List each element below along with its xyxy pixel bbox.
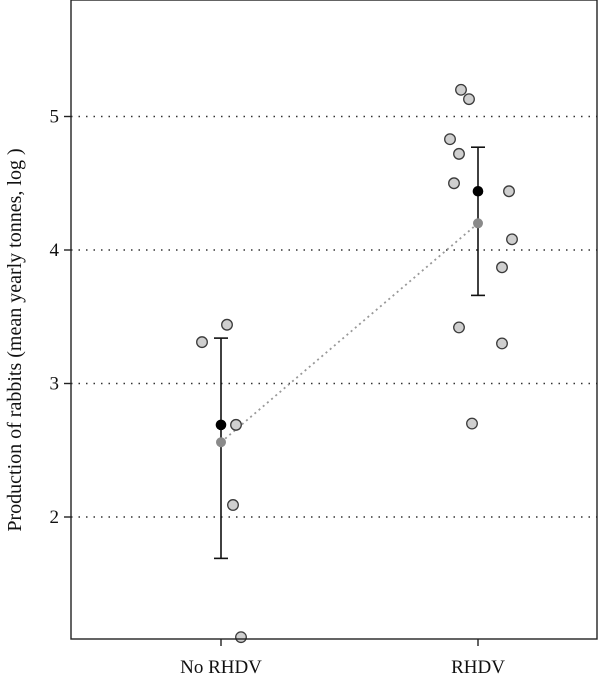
data-point [503,185,515,198]
y-axis-title: Production of rabbits (mean yearly tonne… [4,148,26,531]
data-point [496,337,508,350]
data-point [221,318,233,331]
gridlines [71,115,597,518]
observed-mean-point [215,419,227,431]
y-tick-label: 5 [50,107,60,128]
data-point [235,631,247,644]
data-point [448,177,460,190]
observed-mean-point [472,185,484,197]
data-point [453,321,465,334]
error-bars [214,146,485,560]
data-point [227,499,239,511]
data-point [453,147,465,160]
data-point [463,93,475,106]
data-point [444,133,456,146]
x-tick-label: No RHDV [180,657,262,677]
predicted-mean-point [216,437,226,448]
y-axis: 2 3 4 5 [50,107,71,528]
data-point [466,417,478,430]
data-point [506,233,518,246]
predicted-trend-line [220,222,479,443]
y-tick-label: 4 [50,240,60,261]
data-point [455,83,467,96]
observation-points [196,83,518,644]
y-tick-label: 2 [50,507,60,528]
predicted-mean-point [473,218,483,229]
error-bar [214,337,228,560]
x-tick-label: RHDV [451,657,505,677]
data-point [496,261,508,274]
data-point [196,336,208,349]
y-tick-label: 3 [50,374,60,395]
x-axis: No RHDV RHDV [180,639,505,677]
data-point [230,418,242,431]
mean-connector [220,222,479,443]
plot-frame [70,0,598,640]
mean-markers [215,185,484,448]
